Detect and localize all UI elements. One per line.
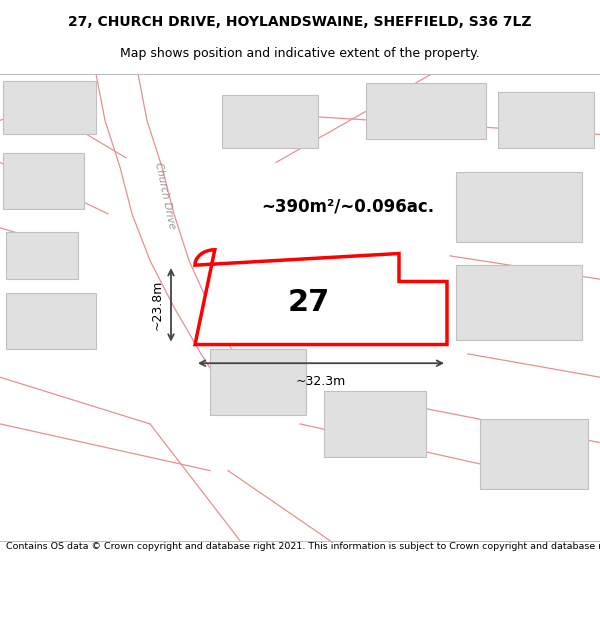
Polygon shape bbox=[456, 172, 582, 242]
Text: Contains OS data © Crown copyright and database right 2021. This information is : Contains OS data © Crown copyright and d… bbox=[6, 542, 600, 551]
Polygon shape bbox=[96, 74, 261, 401]
Polygon shape bbox=[3, 81, 96, 134]
Polygon shape bbox=[480, 419, 588, 489]
Polygon shape bbox=[3, 153, 84, 209]
Text: ~32.3m: ~32.3m bbox=[296, 375, 346, 388]
Polygon shape bbox=[210, 349, 306, 414]
Polygon shape bbox=[456, 265, 582, 340]
Polygon shape bbox=[6, 293, 96, 349]
Text: 27, CHURCH DRIVE, HOYLANDSWAINE, SHEFFIELD, S36 7LZ: 27, CHURCH DRIVE, HOYLANDSWAINE, SHEFFIE… bbox=[68, 15, 532, 29]
Text: ~390m²/~0.096ac.: ~390m²/~0.096ac. bbox=[262, 198, 434, 216]
Text: 27: 27 bbox=[288, 288, 330, 317]
Polygon shape bbox=[222, 95, 318, 149]
Text: ~23.8m: ~23.8m bbox=[151, 279, 164, 330]
Text: Map shows position and indicative extent of the property.: Map shows position and indicative extent… bbox=[120, 47, 480, 59]
Polygon shape bbox=[6, 232, 78, 279]
Polygon shape bbox=[366, 83, 486, 139]
Polygon shape bbox=[195, 250, 447, 344]
Polygon shape bbox=[498, 92, 594, 149]
Polygon shape bbox=[324, 391, 426, 457]
Text: Church Drive: Church Drive bbox=[153, 161, 177, 229]
